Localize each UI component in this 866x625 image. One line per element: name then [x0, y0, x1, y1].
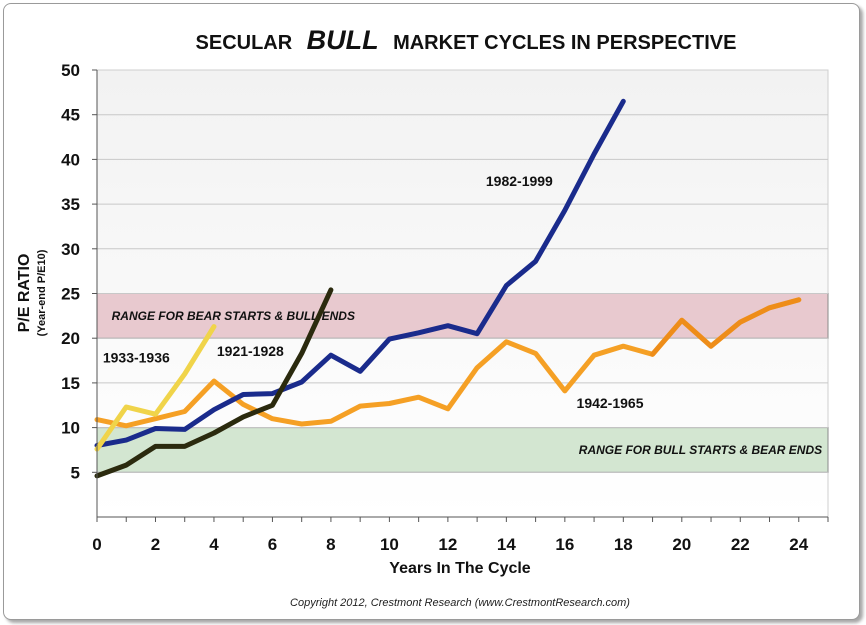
y-tick-label-20: 20 — [61, 329, 80, 348]
y-tick-label-50: 50 — [61, 61, 80, 80]
x-tick-label-24: 24 — [789, 535, 808, 554]
x-tick-labels: 0 2 4 6 8 10 12 14 16 18 20 22 24 — [92, 517, 829, 554]
x-tick-label-10: 10 — [380, 535, 399, 554]
series-label-layer: 1942-1965 1982-1999 1921-1928 1933-1936 — [103, 173, 644, 411]
y-tick-label-15: 15 — [61, 374, 80, 393]
copyright-text: Copyright 2012, Crestmont Research (www.… — [290, 597, 630, 609]
y-tick-label-10: 10 — [61, 419, 80, 438]
x-tick-label-14: 14 — [497, 535, 516, 554]
x-tick-label-12: 12 — [438, 535, 457, 554]
chart-title-pre: SECULAR — [196, 32, 293, 54]
chart-title-post: MARKET CYCLES IN PERSPECTIVE — [393, 32, 736, 54]
bull-start-band-label: RANGE FOR BULL STARTS & BEAR ENDS — [579, 443, 822, 457]
y-tick-label-45: 45 — [61, 106, 80, 125]
y-tick-label-25: 25 — [61, 285, 80, 304]
x-axis-title: Years In The Cycle — [389, 560, 531, 577]
x-tick-label-8: 8 — [326, 535, 335, 554]
chart-title-em: BULL — [307, 25, 379, 55]
band-label-layer: RANGE FOR BEAR STARTS & BULL ENDS RANGE F… — [112, 309, 823, 457]
series-line-1921-1928 — [94, 287, 334, 479]
y-tick-label-5: 5 — [71, 463, 80, 482]
x-tick-label-0: 0 — [92, 535, 101, 554]
series-line-shade-1942-1965 — [650, 297, 802, 357]
x-tick-label-4: 4 — [209, 535, 219, 554]
x-tick-label-20: 20 — [672, 535, 691, 554]
series-label-1933-1936: 1933-1936 — [103, 349, 170, 365]
x-tick-label-16: 16 — [555, 535, 574, 554]
y-axis-subtitle: (Year-end P/E10) — [36, 249, 48, 336]
x-tick-label-6: 6 — [268, 535, 277, 554]
x-tick-label-2: 2 — [151, 535, 160, 554]
series-label-1921-1928: 1921-1928 — [217, 343, 284, 359]
y-tick-labels: 5 10 15 20 25 30 35 40 45 50 — [61, 61, 97, 482]
bull-start-band — [96, 427, 829, 473]
grid-layer — [97, 114, 828, 473]
series-line-1982-1999 — [94, 98, 626, 448]
y-axis-title: P/E RATIO — [16, 254, 33, 333]
series-line-1933-1936 — [94, 324, 217, 452]
series-label-1982-1999: 1982-1999 — [486, 173, 553, 189]
chart-title: SECULAR BULL MARKET CYCLES IN PERSPECTIV… — [196, 25, 737, 55]
y-tick-label-30: 30 — [61, 240, 80, 259]
bear-start-band-label: RANGE FOR BEAR STARTS & BULL ENDS — [112, 309, 355, 323]
x-tick-label-18: 18 — [614, 535, 633, 554]
series-label-1942-1965: 1942-1965 — [577, 395, 644, 411]
y-tick-label-40: 40 — [61, 150, 80, 169]
x-tick-label-22: 22 — [731, 535, 750, 554]
series-layer — [94, 98, 802, 479]
y-tick-label-35: 35 — [61, 195, 80, 214]
